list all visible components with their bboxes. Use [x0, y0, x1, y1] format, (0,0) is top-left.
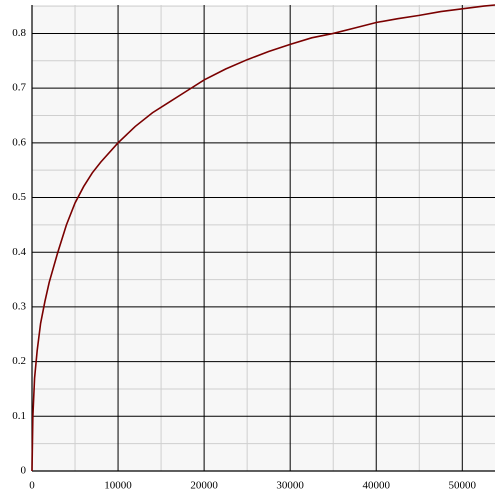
line-series — [31, 4, 496, 472]
y-tick-label: 0.6 — [12, 136, 26, 148]
x-tick-label: 30000 — [276, 480, 304, 492]
plot-area — [32, 5, 495, 471]
x-tick-label: 0 — [29, 480, 35, 492]
x-tick-label: 10000 — [104, 480, 132, 492]
y-tick-label: 0.1 — [12, 410, 26, 422]
y-tick-label: 0.4 — [12, 246, 26, 258]
y-tick-label: 0.7 — [12, 82, 26, 94]
y-tick-label: 0.5 — [12, 191, 26, 203]
y-tick-label: 0.2 — [12, 355, 26, 367]
y-tick-label: 0.8 — [12, 27, 26, 39]
x-tick-label: 20000 — [190, 480, 218, 492]
y-tick-label: 0.3 — [12, 300, 26, 312]
x-tick-label: 50000 — [449, 480, 477, 492]
y-tick-label: 0 — [21, 465, 27, 477]
x-tick-label: 40000 — [362, 480, 390, 492]
